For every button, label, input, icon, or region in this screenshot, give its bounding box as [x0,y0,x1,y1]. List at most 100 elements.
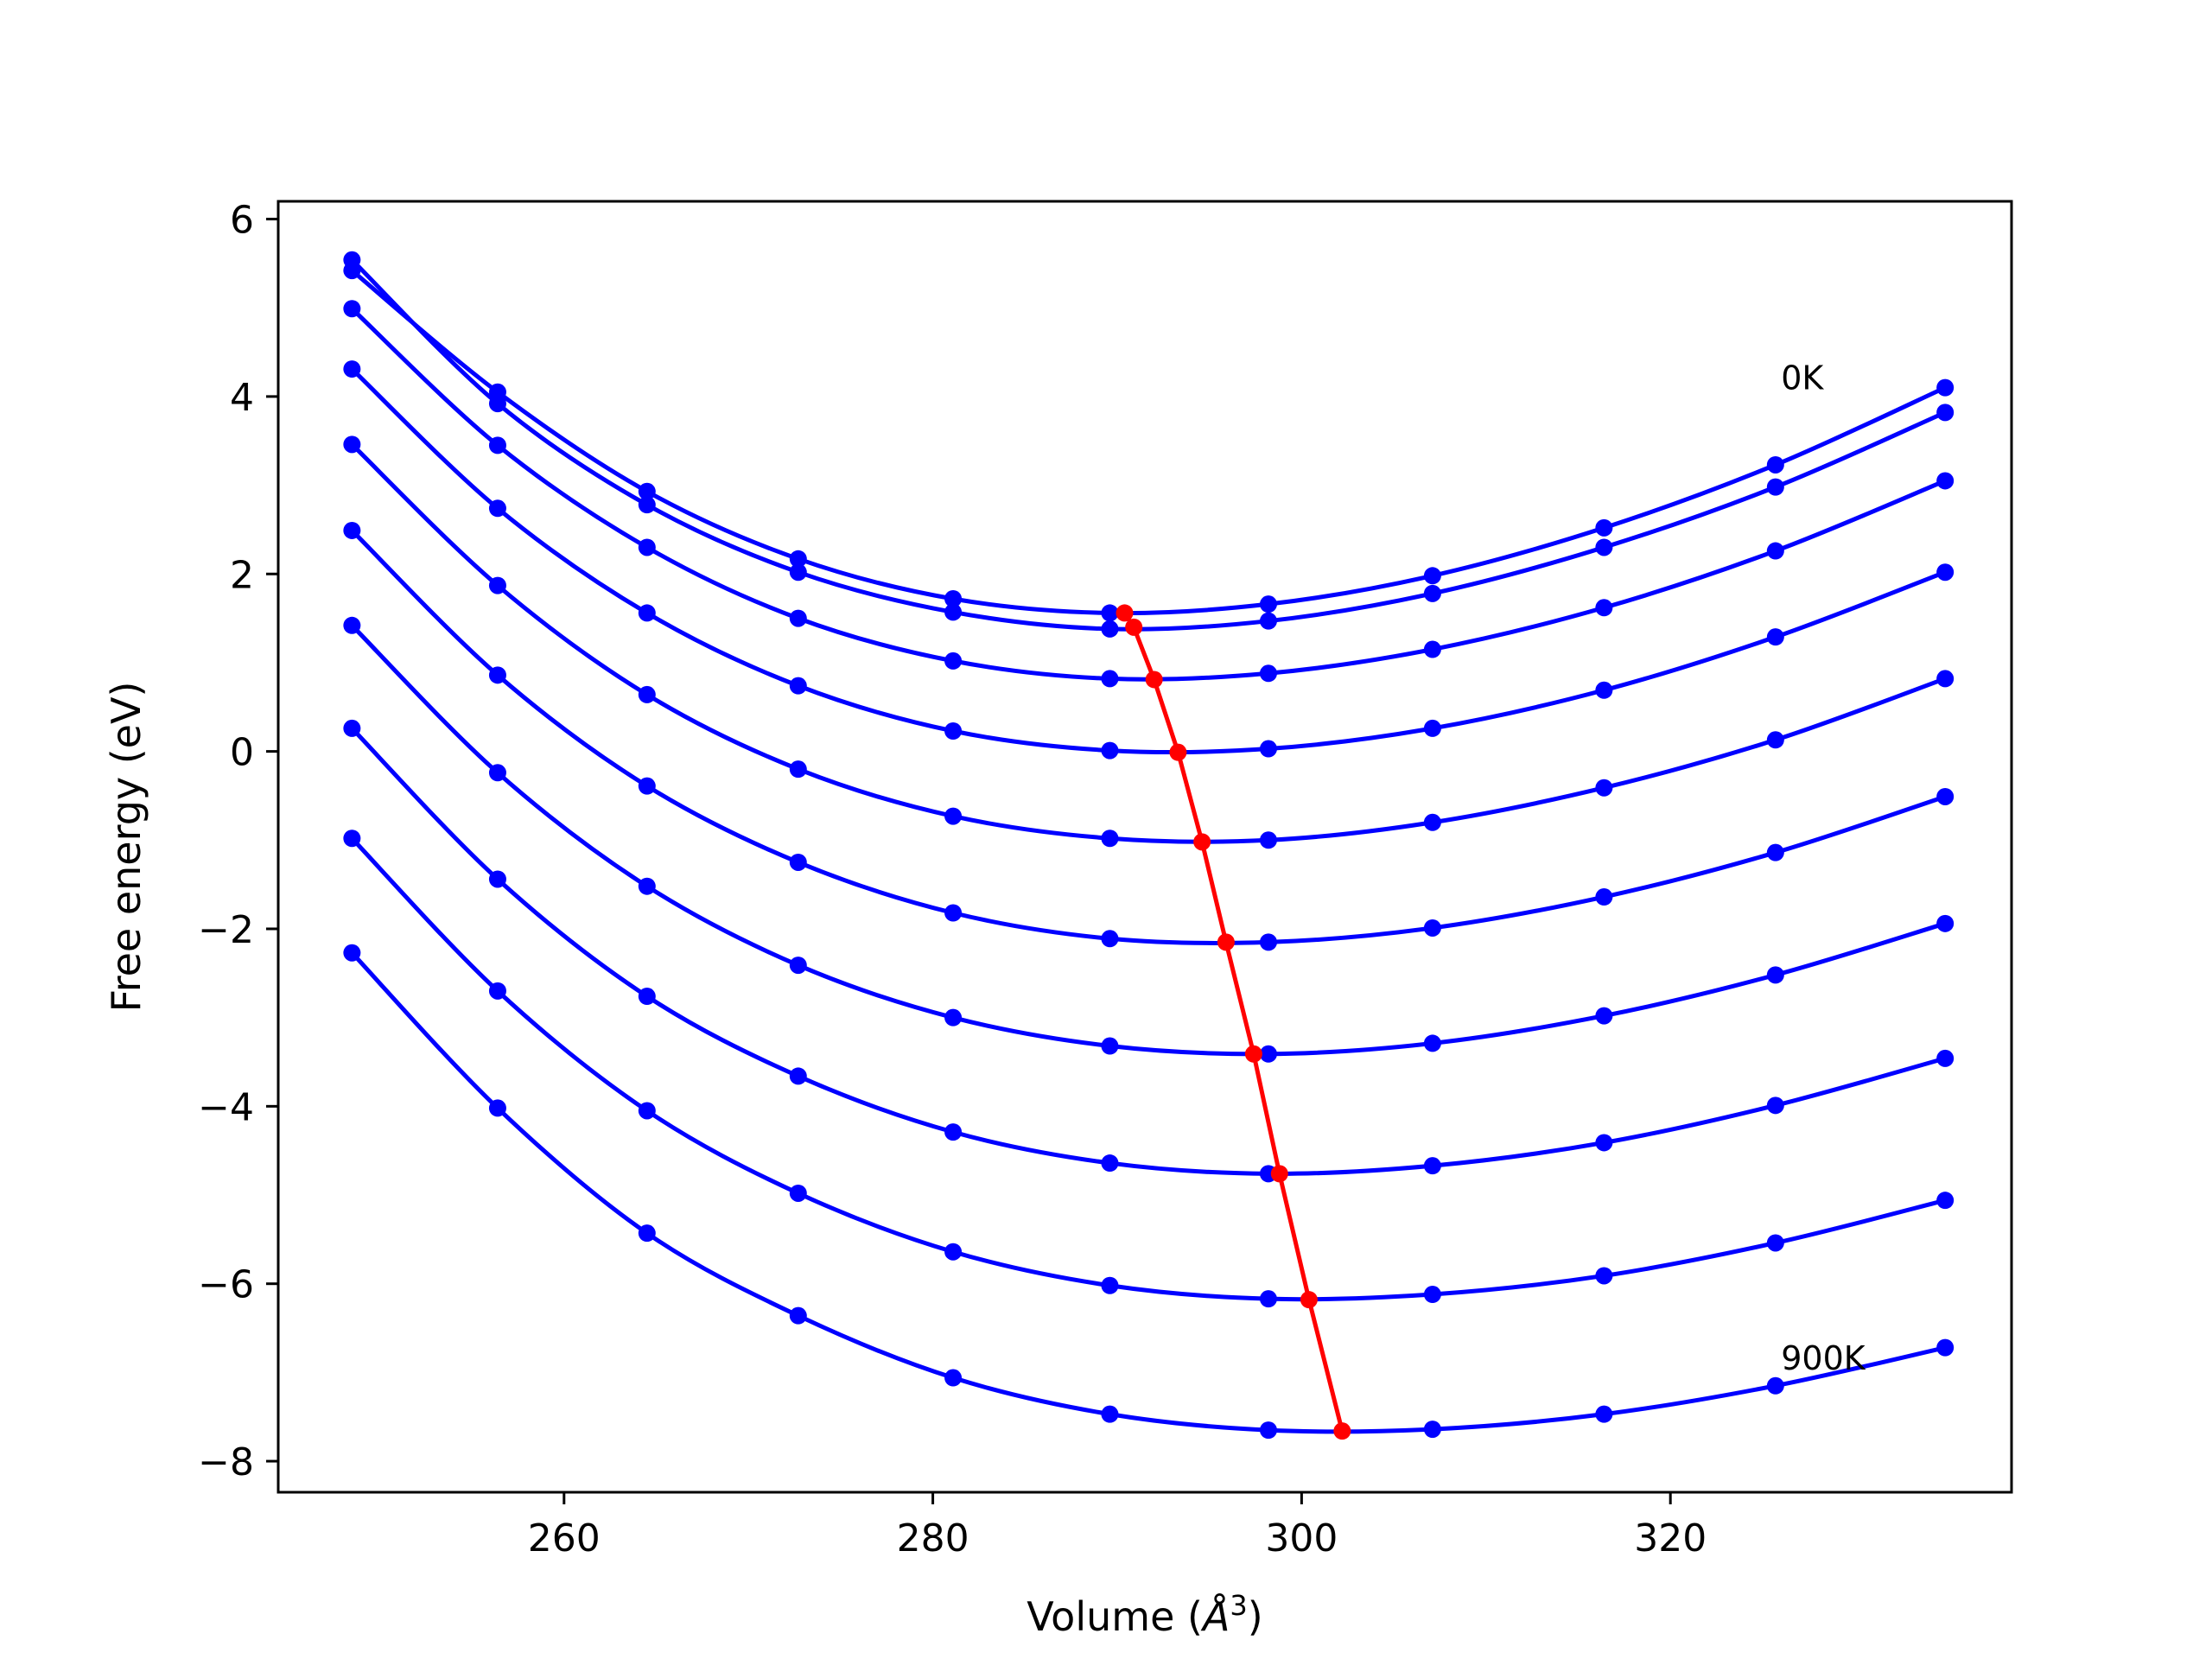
series-9-point [343,830,361,848]
annotations: 0K 900K [1781,359,1866,1377]
data-marks [343,251,1955,1440]
series-9-point [944,1243,963,1261]
series-4-point [488,499,506,518]
series-6-point [1936,787,1955,805]
series-10-point [1595,1405,1613,1423]
x-axis-title-close: ) [1248,1593,1263,1640]
series-2-point [488,395,506,413]
series-3-point [944,652,963,670]
series-3-point [1423,640,1441,658]
series-10-point [1423,1421,1441,1439]
minimum-point [1169,743,1187,761]
series-8-point [1101,1154,1119,1173]
series-1-point [944,590,963,608]
series-5-point [638,685,656,703]
series-2-point [1259,612,1277,630]
series-2-point [343,251,361,269]
series-3-point [488,436,506,454]
series-10-point [1101,1405,1119,1423]
x-tick-label: 260 [528,1516,601,1560]
series-9-point [638,1102,656,1120]
series-9-point [1595,1267,1613,1285]
series-4 [343,360,1955,760]
series-6-point [1595,888,1613,906]
series-3-point [1101,670,1119,688]
series-9-point [488,982,506,1000]
series-4-point [1101,741,1119,760]
x-axis-title-unit: Å [1200,1593,1230,1640]
x-axis-ticks: 260 280 300 320 [528,1492,1707,1560]
y-axis-ticks: −8 −6 −4 −2 0 2 4 6 [198,199,278,1484]
series-9 [343,830,1955,1308]
series-2 [343,251,1955,638]
series-2-point [1595,538,1613,556]
series-7-point [638,877,656,895]
series-9-point [1766,1234,1784,1252]
series-5-point [1101,830,1119,848]
x-tick-label: 280 [897,1516,969,1560]
plot-frame [276,200,2013,1494]
y-tick-label: 2 [230,553,254,597]
series-10-point [1936,1338,1955,1357]
y-tick-label: −6 [198,1263,254,1307]
series-7-point [1766,966,1784,984]
series-5 [343,435,1955,849]
series-4-point [789,677,807,695]
series-1-point [1936,378,1955,397]
series-7-point [789,957,807,975]
series-4-point [944,722,963,741]
x-axis-title-main: Volume ( [1027,1593,1203,1640]
series-1-point [1766,455,1784,474]
minimum-point [1270,1165,1288,1183]
series-3-point [789,609,807,627]
series-9-point [1259,1290,1277,1308]
series-8-point [343,719,361,737]
series-5-point [1595,779,1613,797]
series-8-point [1766,1096,1784,1115]
series-1-point [789,550,807,568]
series-8-point [1936,1049,1955,1067]
series-9-point [789,1184,807,1202]
minimum-point [1125,618,1143,636]
series-5-point [1936,670,1955,688]
curve-annotation: 900K [1781,1339,1866,1377]
series-8-point [789,1067,807,1085]
y-tick-label: 0 [230,731,254,775]
minimum-point [1217,933,1235,951]
series-8-point [944,1123,963,1141]
minimum-point [1333,1422,1351,1440]
series-4-point [1259,740,1277,758]
series-5-point [488,576,506,594]
series-9-point [1423,1286,1441,1304]
minimum-point [1193,833,1211,851]
series-10-point [1766,1376,1784,1395]
series-4-point [638,604,656,622]
series-5-point [1423,813,1441,831]
series-5-point [343,435,361,454]
series-3 [343,300,1955,688]
series-4-point [343,360,361,378]
series-5-point [1259,831,1277,849]
series-10-point [343,944,361,962]
series-5-point [944,807,963,825]
series-3-point [1936,472,1955,490]
series-4-point [1766,628,1784,646]
series-6 [343,521,1955,951]
series-8 [343,719,1955,1183]
minimum-point [1145,671,1163,689]
series-2-point [1101,620,1119,638]
series-1-point [1595,518,1613,537]
series-4-point [1936,563,1955,582]
series-4-point [1423,719,1441,737]
minimum-trace-line [1122,612,1344,1432]
minimum-trace [1116,604,1351,1440]
series-7-point [1101,1037,1119,1055]
series-5-point [789,760,807,779]
curve-annotation: 0K [1781,359,1824,397]
x-axis-title-superscript: 3 [1230,1589,1247,1622]
series-7-point [343,616,361,634]
series-10-point [1259,1421,1277,1440]
series-2-point [638,496,656,514]
x-axis-title: Volume (Å3) [1027,1589,1262,1640]
